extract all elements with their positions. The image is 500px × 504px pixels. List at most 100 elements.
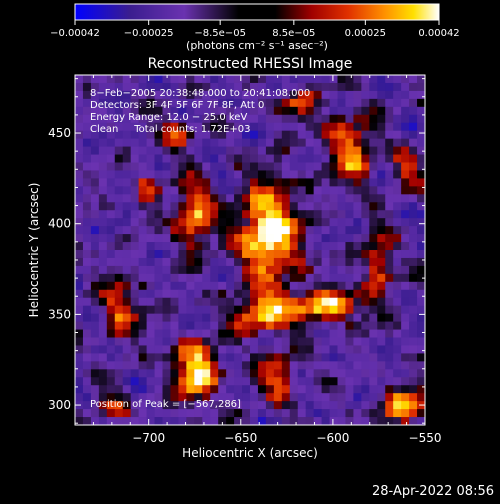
heatmap-cell (114, 289, 124, 299)
heatmap-cell (234, 313, 243, 322)
heatmap-cell (313, 138, 322, 147)
heatmap-cell (114, 122, 124, 132)
heatmap-cell (75, 90, 84, 100)
heatmap-cell (353, 226, 362, 235)
heatmap-cell (202, 114, 211, 124)
heatmap-cell (385, 226, 394, 235)
heatmap-cell (122, 289, 132, 299)
heatmap-cell (75, 210, 84, 219)
heatmap-cell (289, 90, 299, 100)
heatmap-cell (226, 226, 235, 235)
heatmap-cell (210, 82, 219, 92)
heatmap-cell (98, 369, 108, 378)
heatmap-cell (409, 186, 418, 195)
heatmap-cell (106, 353, 116, 362)
heatmap-cell (337, 369, 346, 378)
heatmap-cell (130, 202, 140, 211)
heatmap-cell (305, 289, 315, 299)
heatmap-cell (289, 170, 299, 179)
heatmap-cell (114, 82, 124, 92)
heatmap-cell (281, 114, 291, 124)
heatmap-cell (393, 122, 402, 132)
heatmap-cell (114, 321, 124, 330)
heatmap-cell (305, 337, 315, 346)
heatmap-cell (257, 242, 267, 251)
heatmap-cell (289, 178, 299, 187)
heatmap-cell (329, 82, 338, 92)
heatmap-cell (289, 130, 299, 140)
heatmap-cell (281, 122, 291, 132)
heatmap-cell (106, 186, 116, 195)
heatmap-cell (273, 90, 283, 100)
heatmap-cell (321, 122, 330, 132)
heatmap-cell (409, 313, 418, 322)
heatmap-cell (194, 162, 203, 171)
heatmap-cell (337, 130, 346, 140)
heatmap-cell (353, 337, 362, 346)
heatmap-cell (178, 409, 187, 418)
heatmap-cell (162, 226, 171, 235)
heatmap-cell (194, 250, 203, 259)
heatmap-cell (90, 146, 100, 155)
heatmap-cell (122, 401, 132, 410)
heatmap-cell (265, 250, 275, 259)
heatmap-cell (345, 210, 354, 219)
heatmap-cell (186, 361, 195, 370)
heatmap-cell (297, 329, 307, 338)
heatmap-cell (393, 170, 402, 179)
heatmap-cell (122, 202, 132, 211)
heatmap-cell (138, 353, 147, 362)
heatmap-cell (329, 305, 338, 315)
heatmap-cell (98, 417, 108, 425)
heatmap-cell (393, 409, 402, 418)
heatmap-cell (257, 385, 267, 394)
heatmap-cell (385, 122, 394, 132)
heatmap-cell (75, 242, 84, 251)
colorbar-frame (74, 3, 440, 21)
colorbar-tick-label: −0.00025 (124, 28, 174, 39)
heatmap-cell (114, 329, 124, 338)
heatmap-cell (337, 114, 346, 124)
heatmap-cell (202, 297, 211, 307)
heatmap-cell (130, 82, 140, 92)
heatmap-cell (162, 361, 171, 370)
heatmap-cell (162, 82, 171, 92)
heatmap-cell (170, 409, 179, 418)
heatmap-cell (281, 345, 291, 354)
heatmap-cell (257, 106, 267, 116)
heatmap-cell (353, 273, 362, 283)
heatmap-cell (234, 345, 243, 354)
heatmap-cell (409, 138, 418, 147)
heatmap-cell (329, 369, 338, 378)
heatmap-cell (369, 377, 378, 386)
heatmap-cell (361, 361, 370, 370)
heatmap-cell (250, 82, 259, 92)
heatmap-cell (114, 210, 124, 219)
heatmap-cell (130, 353, 140, 362)
heatmap-cell (194, 305, 203, 315)
heatmap-cell (130, 297, 140, 307)
heatmap-cell (114, 305, 124, 315)
heatmap-cell (385, 353, 394, 362)
heatmap-cell (162, 218, 171, 227)
heatmap-cell (345, 130, 354, 140)
heatmap-cell (234, 210, 243, 219)
y-tick-label: 450 (48, 126, 71, 140)
heatmap-cell (305, 273, 315, 283)
heatmap-cell (265, 313, 275, 322)
heatmap-cell (273, 98, 283, 108)
y-tick-label: 300 (48, 398, 71, 412)
heatmap-cell (385, 75, 394, 84)
heatmap-cell (257, 329, 267, 338)
heatmap-cell (130, 75, 140, 84)
heatmap-cell (329, 122, 338, 132)
heatmap-cell (234, 194, 243, 203)
heatmap-cell (82, 90, 92, 100)
heatmap-cell (257, 401, 267, 410)
heatmap-cell (202, 90, 211, 100)
heatmap-cell (178, 178, 187, 187)
heatmap-cell (98, 114, 108, 124)
heatmap-cell (186, 345, 195, 354)
heatmap-cell (202, 281, 211, 291)
heatmap-cell (273, 401, 283, 410)
